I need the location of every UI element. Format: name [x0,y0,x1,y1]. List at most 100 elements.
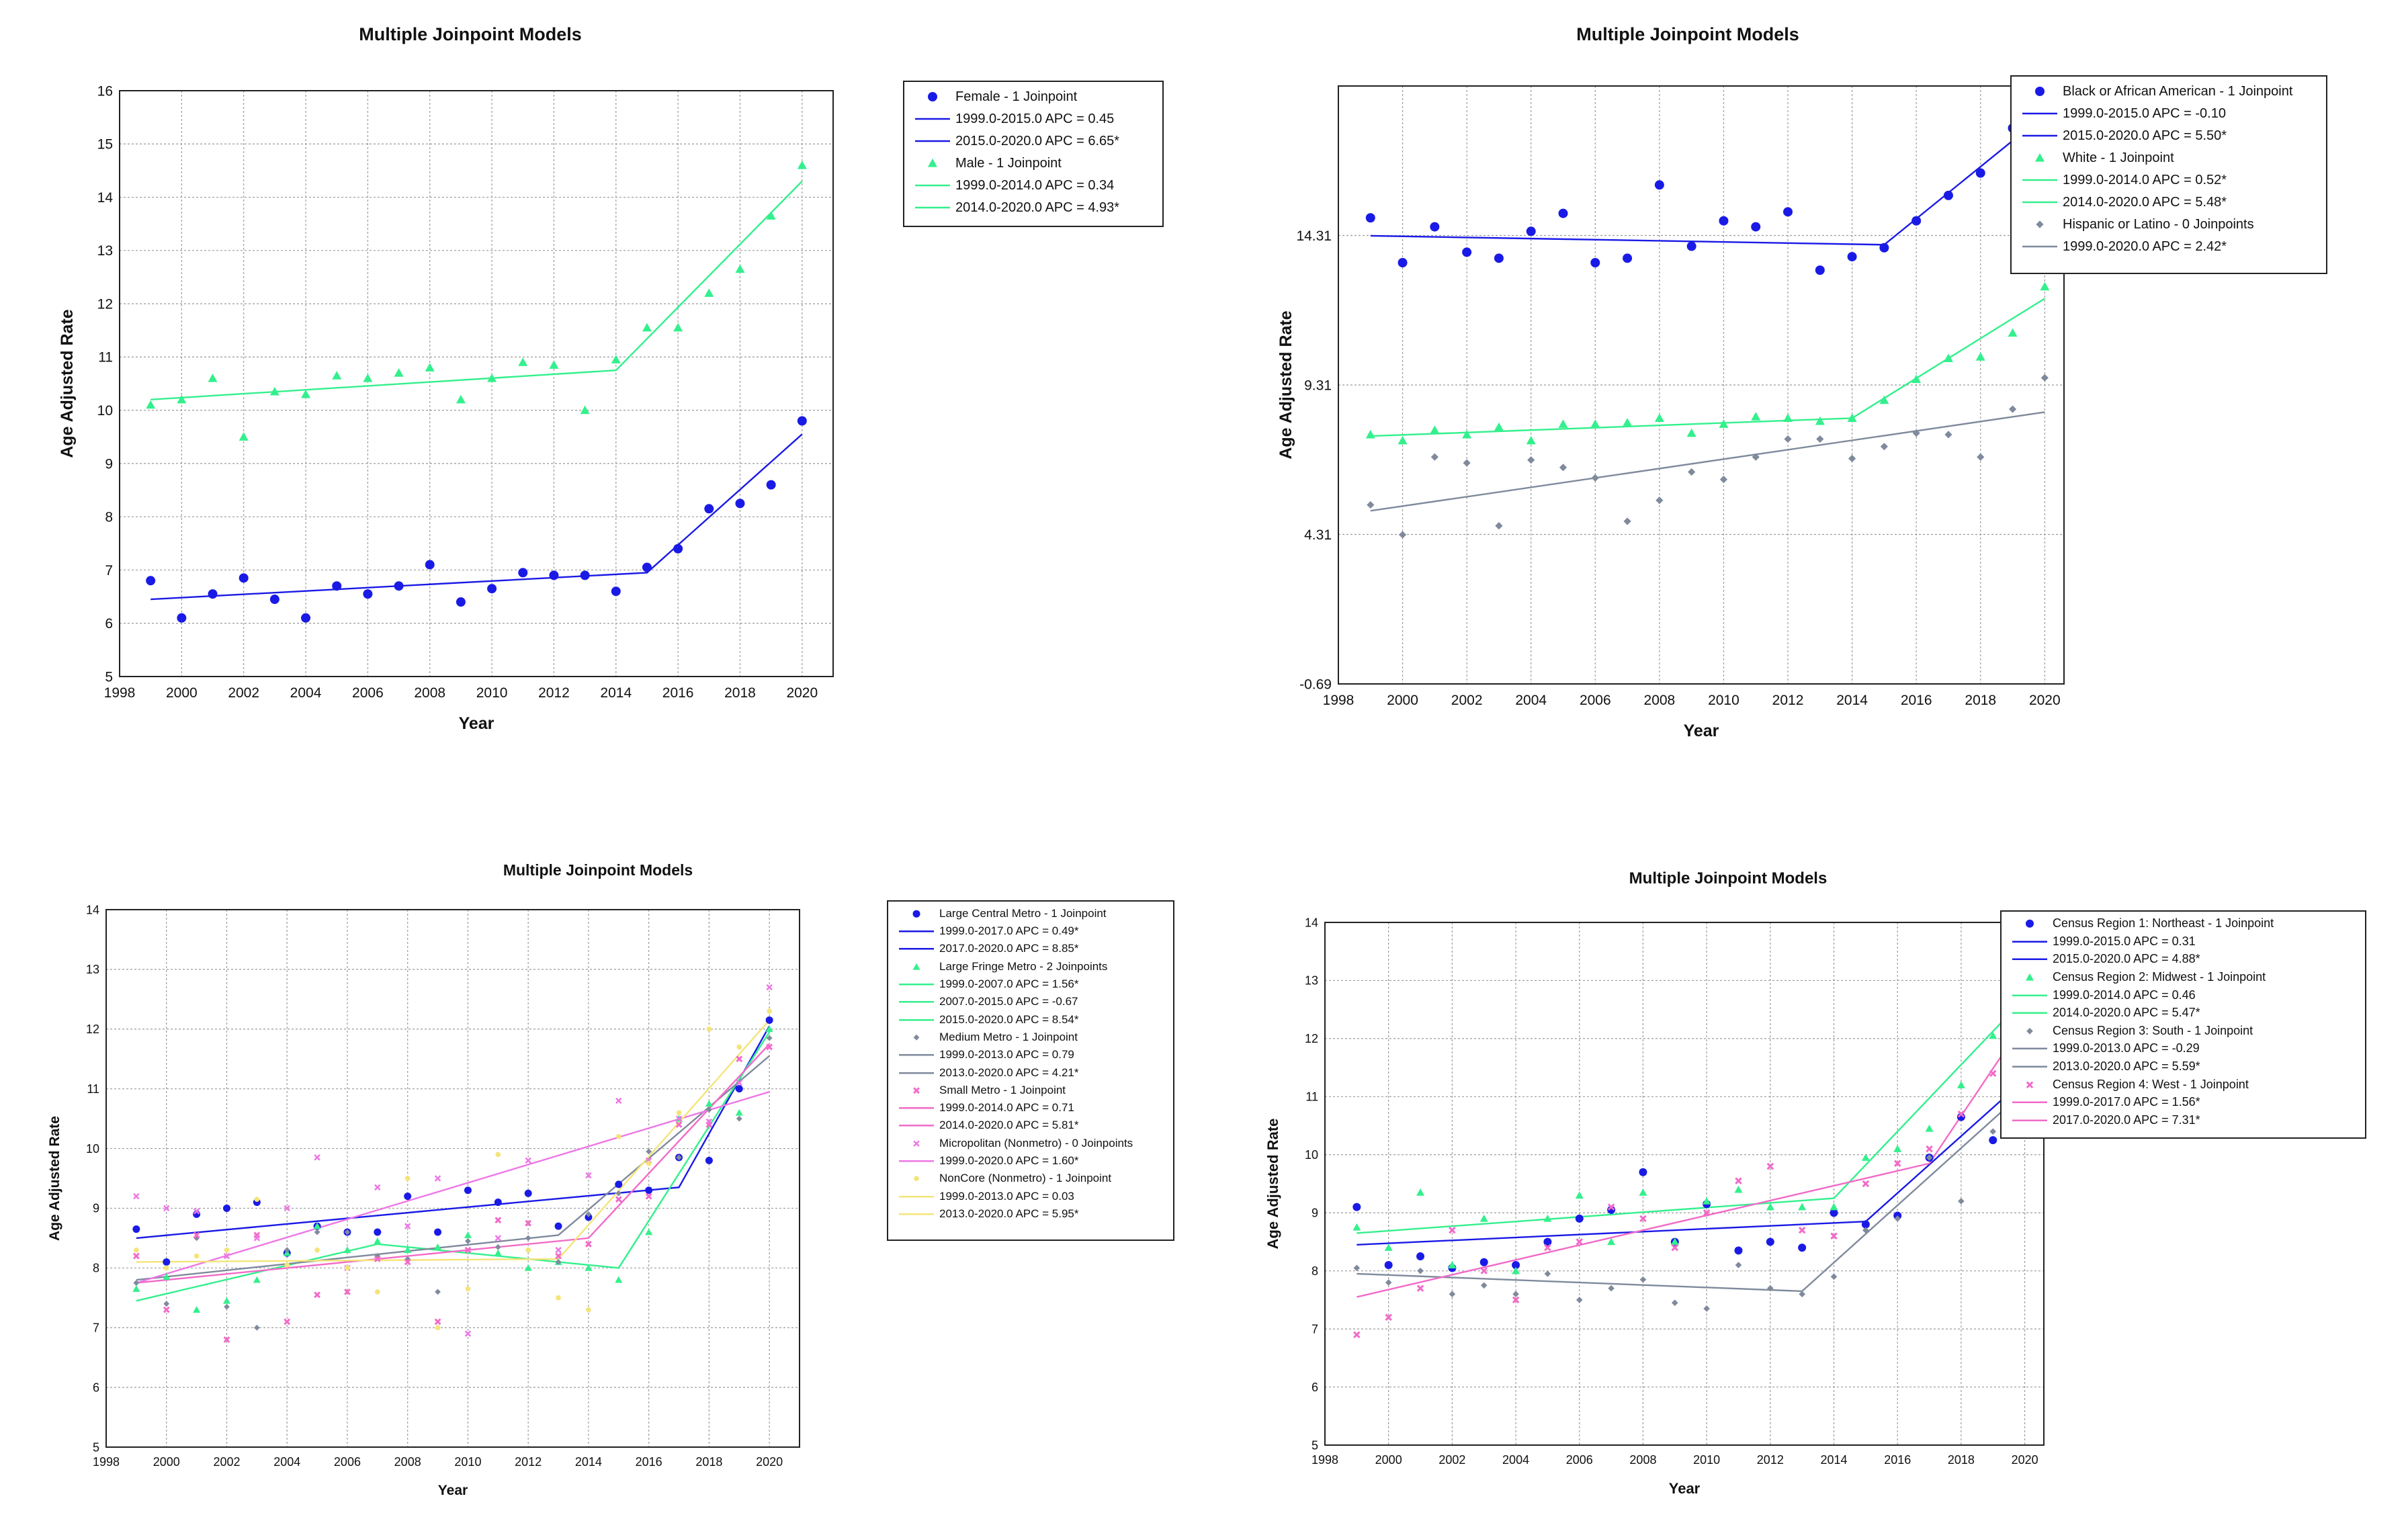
data-point [1735,1177,1742,1184]
legend-segment-entry: 1999.0-2013.0 APC = 0.79 [888,1048,1173,1066]
data-point [1385,1279,1392,1286]
legend-swatch [2022,112,2057,115]
data-point [1830,1273,1838,1281]
data-point [1576,1297,1583,1303]
data-point [374,1256,381,1262]
legend-label: 1999.0-2015.0 APC = 0.31 [2053,934,2196,948]
data-point [1558,419,1568,428]
x-axis-label: Year [1669,1480,1701,1497]
data-point [193,1306,201,1313]
data-point [394,368,404,377]
data-point [735,498,745,509]
data-point [163,1258,171,1266]
legend-label: 2013.0-2020.0 APC = 5.59* [2053,1059,2200,1073]
x-tick-label: 2002 [1438,1453,1465,1467]
legend-label: 2017.0-2020.0 APC = 8.85* [939,942,1079,955]
data-point [645,1186,653,1195]
data-point [1590,257,1600,267]
legend-label: 2015.0-2020.0 APC = 6.65* [955,134,1120,148]
data-point [615,1097,622,1104]
data-point [1911,374,1922,384]
legend-series-entry: Census Region 3: South - 1 Joinpoint [2002,1024,2365,1042]
data-point [494,1249,502,1256]
legend-swatch [899,1107,934,1109]
y-tick-label: 13 [97,243,113,259]
data-point [253,1324,260,1331]
data-point [766,480,776,490]
data-point [1671,1299,1678,1307]
data-point [1830,1232,1838,1240]
data-point [269,595,280,605]
y-tick-label: 7 [93,1321,99,1335]
legend-label: 1999.0-2013.0 APC = -0.29 [2053,1041,2200,1055]
legend-segment-entry: 2014.0-2020.0 APC = 5.48* [2012,194,2326,216]
y-tick-label: 8 [93,1262,99,1275]
plot-frame [105,909,800,1448]
y-tick-label: 9 [105,456,113,472]
legend-swatch [2022,134,2057,137]
data-point [1639,1215,1647,1223]
legend-segment-entry: 2015.0-2020.0 APC = 8.54* [888,1013,1173,1031]
fit-line [150,180,803,400]
x-tick-label: 2012 [1757,1453,1784,1467]
data-point [1752,453,1760,461]
y-tick-label: 12 [86,1023,99,1036]
legend-series-entry: Female - 1 Joinpoint [904,89,1162,111]
legend-label: 1999.0-2020.0 APC = 2.42* [2063,239,2227,254]
data-point [284,1318,291,1326]
legend-segment-entry: 2014.0-2020.0 APC = 5.81* [888,1119,1173,1136]
legend-swatch [928,92,937,101]
data-point [676,1110,682,1116]
legend-swatch [2026,1027,2033,1035]
chart-panel-urbanization: Multiple Joinpoint Models 1998 2000 2002 20… [0,759,1204,1519]
data-point [434,1228,442,1236]
data-point [494,1199,502,1207]
data-point [525,1219,532,1227]
data-point [344,1229,351,1235]
series-points [133,984,773,1337]
data-point [736,1115,742,1122]
data-point [301,389,311,398]
plot-frame [1324,922,2045,1446]
legend-swatch [2012,958,2047,961]
data-point [314,1229,320,1235]
fit-line [136,1090,770,1284]
data-point [1686,428,1696,437]
y-tick-label: 6 [93,1381,99,1394]
data-point [177,613,187,623]
legend-segment-entry: 2014.0-2020.0 APC = 4.93* [904,200,1162,222]
data-point [1847,413,1857,422]
data-point [1816,435,1824,443]
x-tick-label: 2010 [1708,693,1739,708]
legend-label: 2007.0-2015.0 APC = -0.67 [939,995,1078,1008]
legend-swatch [2012,1066,2047,1068]
legend-swatch [899,1072,934,1074]
x-tick-label: 2016 [662,685,694,701]
legend-marker [2026,1027,2033,1035]
legend-label: White - 1 Joinpoint [2063,150,2174,165]
legend-swatch [914,1176,919,1182]
legend-swatch [2026,1081,2034,1088]
data-point [797,160,807,169]
data-point [132,1225,140,1233]
legend-swatch [899,948,934,950]
data-point [494,1217,502,1224]
data-point [163,1306,170,1313]
data-point [1719,476,1728,484]
data-point [1480,1282,1488,1289]
legend-label: 1999.0-2014.0 APC = 0.34 [955,178,1115,193]
data-point [222,1297,230,1304]
y-tick-label: 4.31 [1304,527,1332,543]
legend-series-entry: Black or African American - 1 Joinpoint [2012,83,2326,105]
legend-swatch [899,1195,934,1198]
legend-marker [914,1176,919,1182]
data-point [611,587,621,597]
data-point [1575,1191,1584,1199]
data-point [1880,443,1888,451]
data-point [580,405,590,415]
chart-legend: Census Region 1: Northeast - 1 Joinpoint… [2000,910,2366,1139]
data-point [343,1246,351,1254]
legend-segment-entry: 1999.0-2013.0 APC = 0.03 [888,1190,1173,1207]
data-point [1656,496,1664,505]
legend-swatch [913,1034,920,1041]
